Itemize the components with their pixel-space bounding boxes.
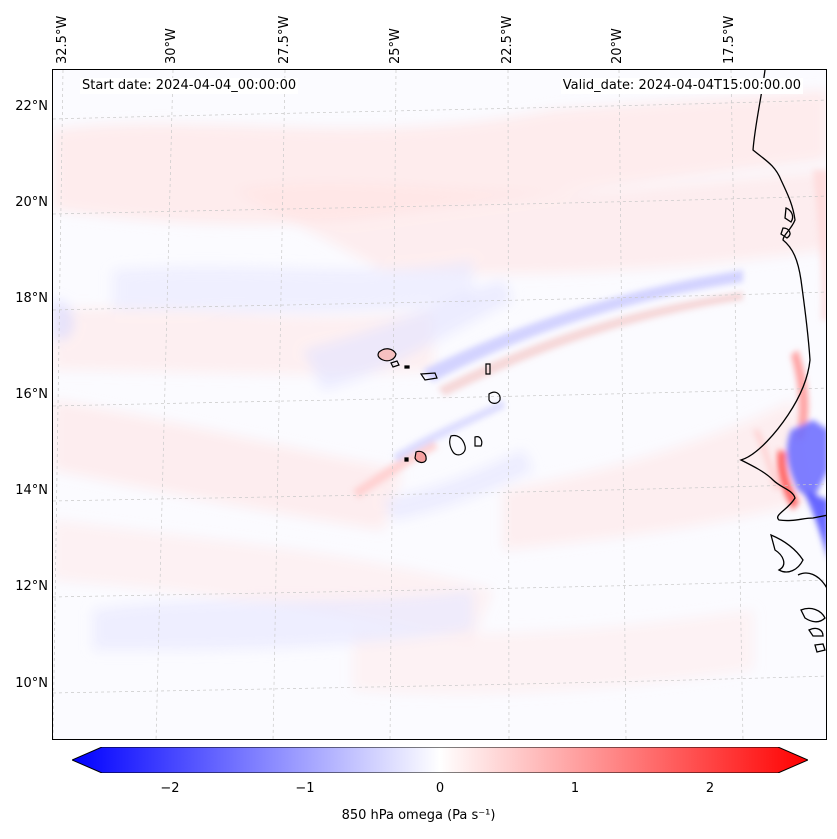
colorbar-tick-neg2: −2 (160, 781, 180, 796)
coastline-guinea (797, 572, 826, 588)
gridline-lat-16 (53, 387, 826, 407)
lon-label-17-5w: 17.5°W (722, 15, 737, 64)
coastline-guinea-bissau (770, 533, 804, 573)
graticule (53, 70, 826, 739)
gridline-lon-22-5 (507, 70, 510, 739)
omega-field (53, 90, 826, 694)
island-sao-vicente (390, 360, 400, 368)
colorbar-bar (72, 747, 808, 773)
island-santiago (449, 434, 466, 456)
gridline-lon-30 (155, 70, 174, 739)
valid-date-label: Valid_date: 2024-04-04T15:00:00.00 (560, 78, 803, 94)
lon-label-20w: 20°W (610, 28, 625, 64)
gridline-lon-17-5 (730, 70, 744, 739)
lat-label-12n: 12°N (15, 579, 48, 594)
gridline-lon-27-5 (272, 70, 286, 739)
lon-label-30w: 30°W (164, 28, 179, 64)
island-brava (404, 457, 409, 462)
start-date-label: Start date: 2024-04-04_00:00:00 (80, 78, 299, 94)
coastline-main (739, 70, 826, 522)
island-sao-nicolau (419, 372, 438, 381)
colorbar (72, 747, 808, 773)
cabo-verde-islands (377, 348, 501, 464)
lat-label-14n: 14°N (15, 483, 48, 498)
gridline-lon-25 (389, 70, 397, 739)
coastline-banc-arguin (780, 227, 791, 239)
island-santa-luzia (404, 365, 410, 369)
gridline-lon-32-5 (53, 70, 64, 739)
lat-label-22n: 22°N (15, 99, 48, 114)
colorbar-tick-1: 1 (570, 781, 580, 796)
gridline-lon-20 (618, 70, 627, 739)
lat-label-16n: 16°N (15, 387, 48, 402)
island-maio (474, 436, 483, 447)
lat-label-20n: 20°N (15, 195, 48, 210)
lon-label-27-5w: 27.5°W (277, 15, 292, 64)
colorbar-tick-neg1: −1 (295, 781, 315, 796)
lat-label-18n: 18°N (15, 291, 48, 306)
lon-label-22-5w: 22.5°W (500, 15, 515, 64)
map-field-svg (53, 70, 826, 739)
coastline-cap-blanc (784, 207, 794, 223)
island-bijagos-3 (814, 643, 826, 653)
lon-label-32-5w: 32.5°W (55, 15, 70, 64)
lat-label-10n: 10°N (15, 676, 48, 691)
colorbar-tick-2: 2 (705, 781, 715, 796)
island-santo-antao (377, 348, 397, 362)
island-fogo (414, 450, 427, 464)
map-canvas[interactable] (52, 69, 827, 740)
island-boa-vista (488, 391, 501, 404)
colorbar-tick-0: 0 (435, 781, 445, 796)
island-sal (485, 363, 491, 375)
island-bijagos-2 (808, 627, 824, 637)
island-bijagos-1 (800, 607, 826, 623)
african-coastline (739, 70, 826, 653)
lon-label-25w: 25°W (388, 28, 403, 64)
colorbar-variable-label: 850 hPa omega (Pa s⁻¹) (341, 808, 496, 823)
